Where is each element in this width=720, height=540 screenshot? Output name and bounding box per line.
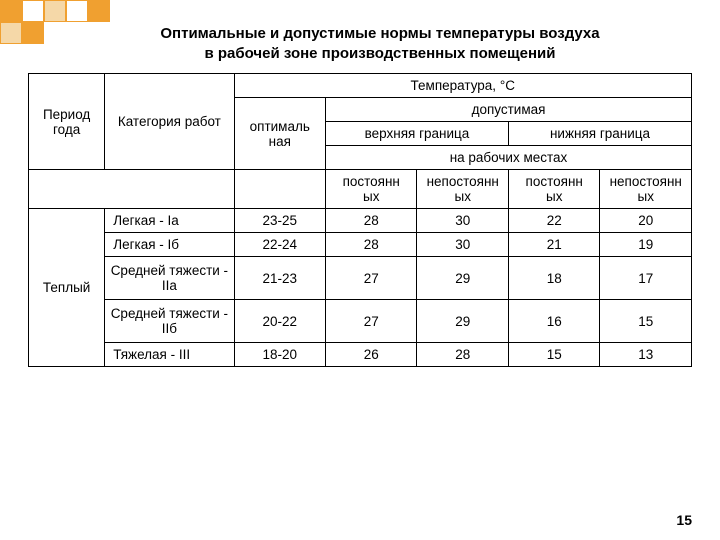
category-cell: Тяжелая - III: [105, 343, 234, 367]
header-nonpermanent: непостоянн ых: [417, 170, 508, 209]
value-cell: 27: [326, 257, 417, 300]
value-cell: 30: [417, 209, 508, 233]
header-permanent: постоянн ых: [508, 170, 599, 209]
period-cell: Теплый: [29, 209, 105, 367]
value-cell: 18-20: [234, 343, 325, 367]
value-cell: 28: [326, 209, 417, 233]
value-cell: 23-25: [234, 209, 325, 233]
header-lower: нижняя граница: [508, 122, 691, 146]
table-row: Теплый Легкая - Iа 23-25 28 30 22 20: [29, 209, 692, 233]
category-cell: Легкая - Iа: [105, 209, 234, 233]
value-cell: 22-24: [234, 233, 325, 257]
value-cell: 15: [508, 343, 599, 367]
value-cell: 30: [417, 233, 508, 257]
header-workplace: на рабочих местах: [326, 146, 692, 170]
value-cell: 13: [600, 343, 692, 367]
value-cell: 17: [600, 257, 692, 300]
title-line-1: Оптимальные и допустимые нормы температу…: [160, 25, 599, 42]
value-cell: 28: [326, 233, 417, 257]
value-cell: 29: [417, 257, 508, 300]
value-cell: 16: [508, 300, 599, 343]
header-nonpermanent: непостоянн ых: [600, 170, 692, 209]
category-cell: Средней тяжести - IIб: [105, 300, 234, 343]
category-cell: Средней тяжести - IIа: [105, 257, 234, 300]
value-cell: 27: [326, 300, 417, 343]
deco-square: [22, 22, 44, 44]
value-cell: 21-23: [234, 257, 325, 300]
header-permanent: постоянн ых: [326, 170, 417, 209]
value-cell: 20: [600, 209, 692, 233]
header-period: Период года: [29, 74, 105, 170]
deco-square: [22, 0, 44, 22]
value-cell: 26: [326, 343, 417, 367]
category-cell: Легкая - Iб: [105, 233, 234, 257]
table-row: Средней тяжести - IIб 20-22 27 29 16 15: [29, 300, 692, 343]
value-cell: 21: [508, 233, 599, 257]
table-row: Период года Категория работ Температура,…: [29, 74, 692, 98]
value-cell: 15: [600, 300, 692, 343]
value-cell: 18: [508, 257, 599, 300]
header-temperature: Температура, °С: [234, 74, 691, 98]
norms-table: Период года Категория работ Температура,…: [28, 73, 692, 367]
value-cell: 28: [417, 343, 508, 367]
deco-square: [66, 0, 88, 22]
header-optimal: оптималь ная: [234, 98, 325, 170]
page-number: 15: [676, 512, 692, 528]
value-cell: 20-22: [234, 300, 325, 343]
header-permissible: допустимая: [326, 98, 692, 122]
value-cell: 29: [417, 300, 508, 343]
value-cell: 22: [508, 209, 599, 233]
header-upper: верхняя граница: [326, 122, 509, 146]
title-line-2: в рабочей зоне производственных помещени…: [204, 45, 555, 62]
deco-square: [44, 0, 66, 22]
table-row: постоянн ых непостоянн ых постоянн ых не…: [29, 170, 692, 209]
table-row: Средней тяжести - IIа 21-23 27 29 18 17: [29, 257, 692, 300]
table-row: Тяжелая - III 18-20 26 28 15 13: [29, 343, 692, 367]
table-row: Легкая - Iб 22-24 28 30 21 19: [29, 233, 692, 257]
deco-square: [0, 22, 22, 44]
corner-decoration: [0, 0, 140, 46]
header-category: Категория работ: [105, 74, 234, 170]
deco-square: [0, 0, 22, 22]
deco-square: [88, 0, 110, 22]
value-cell: 19: [600, 233, 692, 257]
